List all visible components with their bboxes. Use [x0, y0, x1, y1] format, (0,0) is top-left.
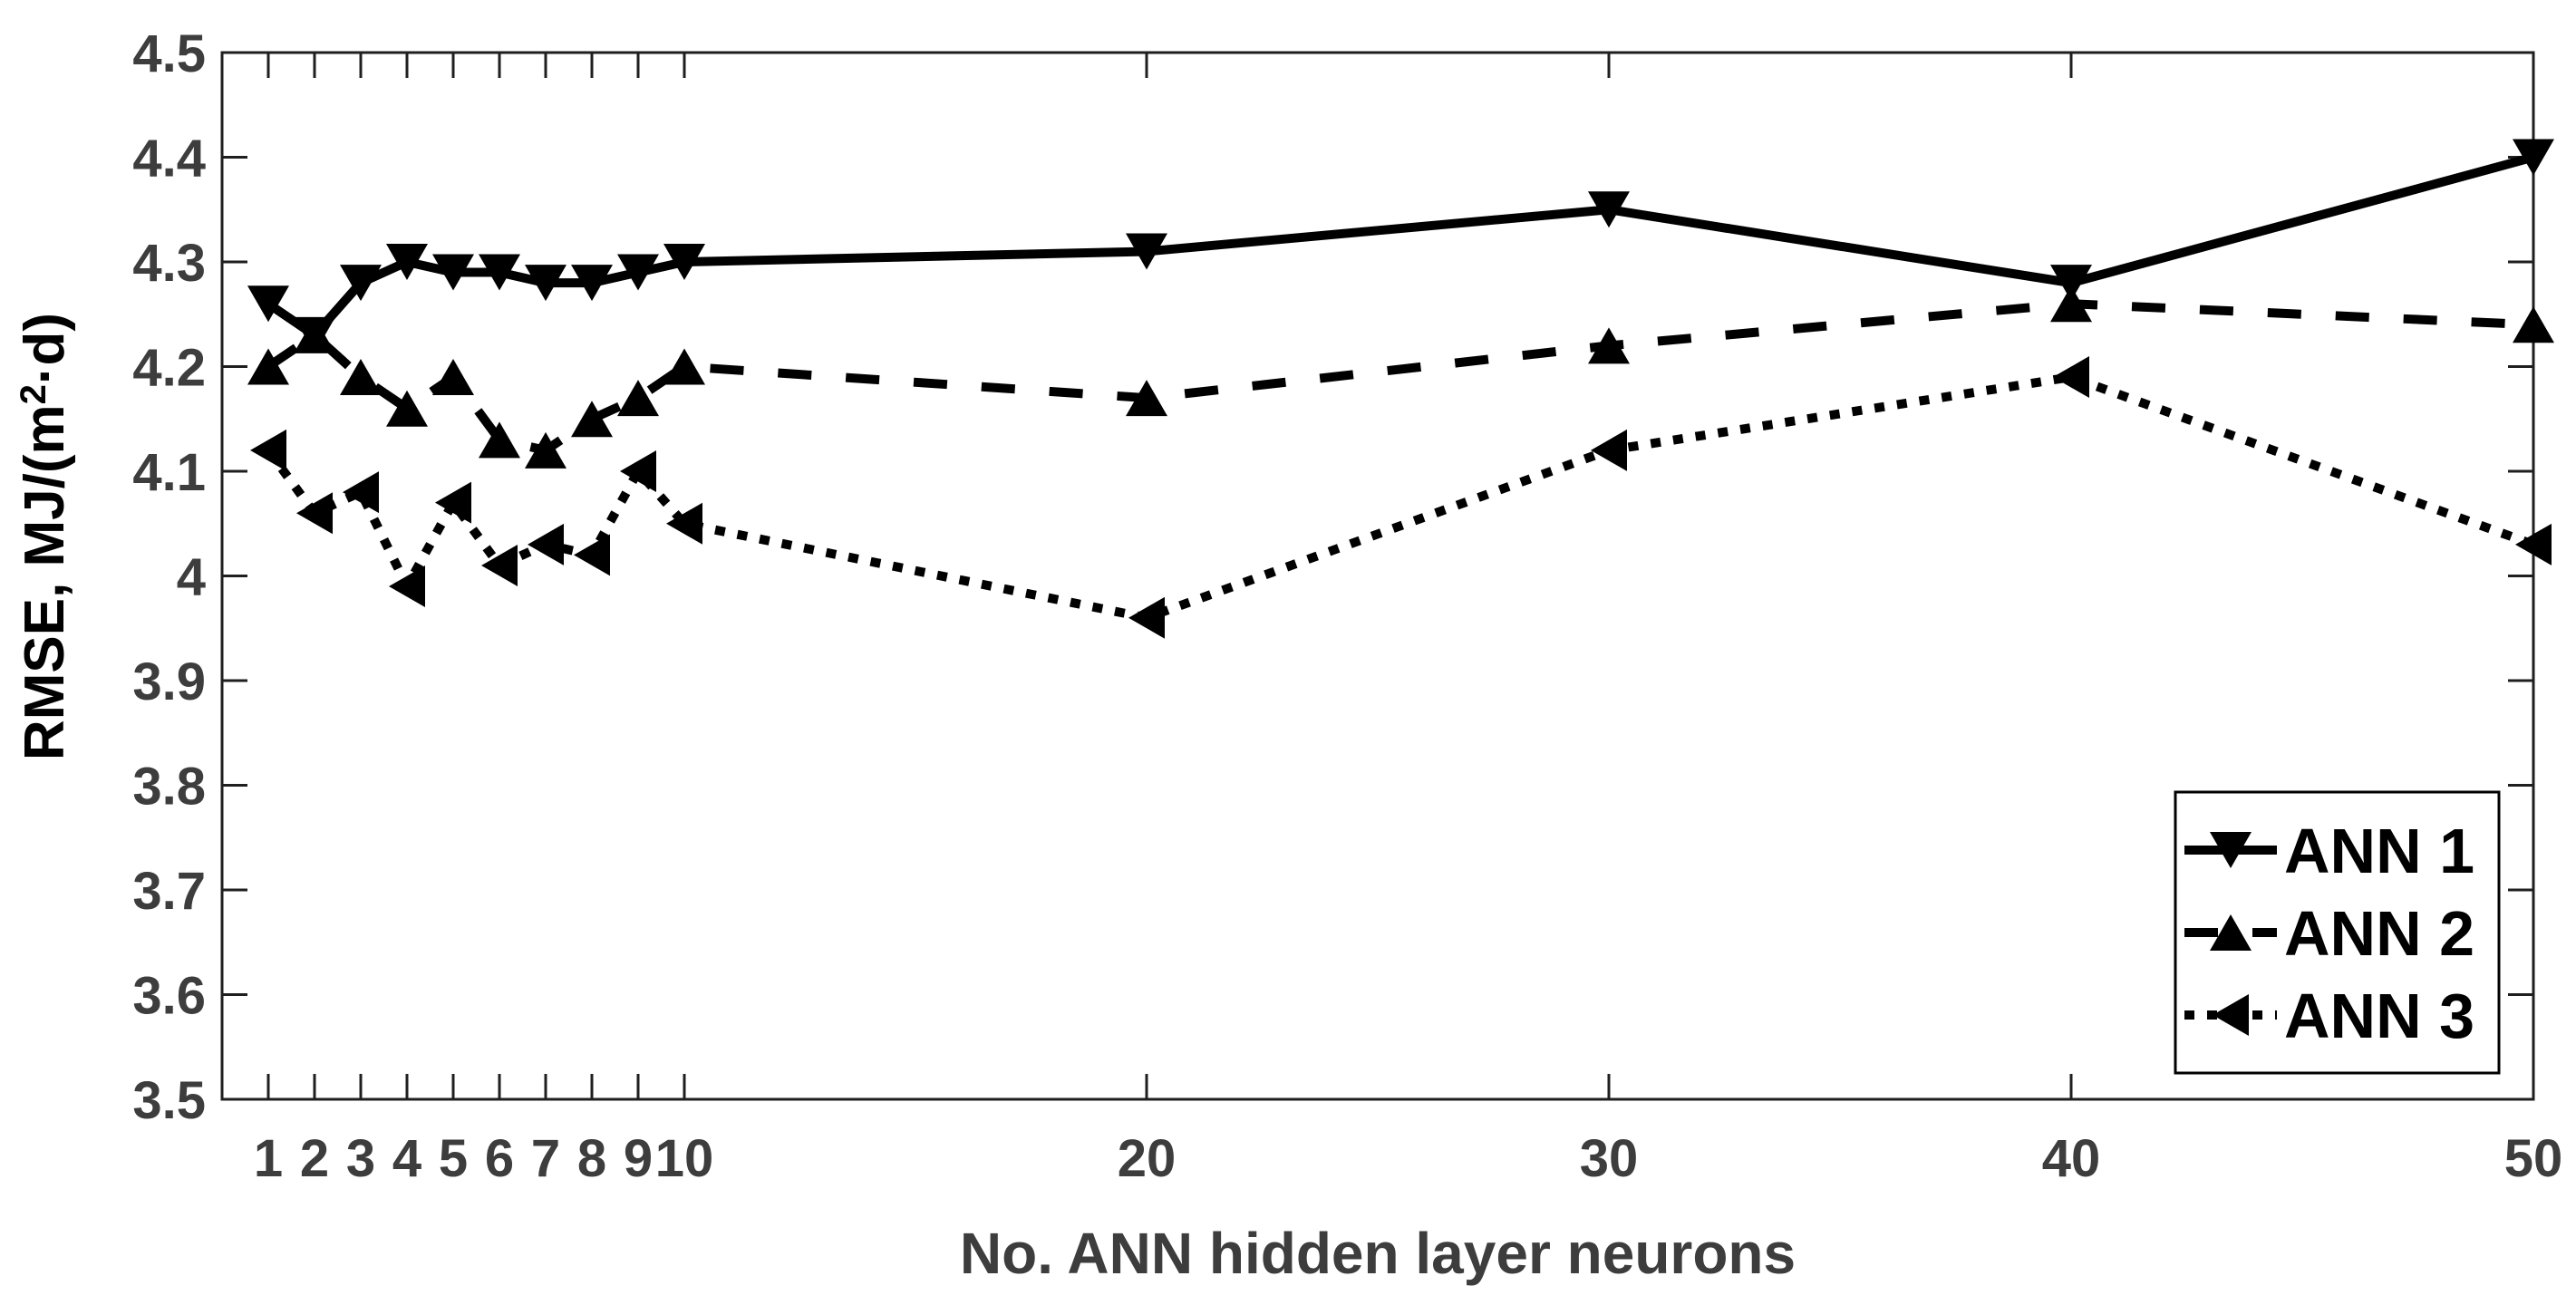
marker-triangle-left-ann-3 — [620, 450, 656, 492]
x-tick-label: 6 — [485, 1129, 514, 1188]
marker-triangle-left-ann-3 — [389, 566, 425, 608]
marker-triangle-down-ann-1 — [1126, 233, 1167, 270]
x-tick-label: 4 — [392, 1129, 421, 1188]
marker-triangle-left-ann-3 — [296, 492, 333, 535]
marker-triangle-up-ann-2 — [2513, 306, 2554, 343]
marker-triangle-down-ann-1 — [386, 244, 428, 280]
marker-triangle-down-ann-1 — [1588, 191, 1630, 228]
marker-triangle-down-ann-1 — [479, 254, 520, 291]
marker-triangle-up-ann-2 — [340, 359, 382, 396]
marker-triangle-left-ann-3 — [528, 523, 564, 566]
marker-triangle-up-ann-2 — [1126, 380, 1167, 417]
y-tick-label: 4.3 — [132, 234, 206, 293]
legend-label-3: ANN 3 — [2284, 981, 2474, 1051]
marker-triangle-up-ann-2 — [386, 390, 428, 427]
marker-triangle-down-ann-1 — [663, 244, 705, 280]
x-tick-label: 50 — [2504, 1129, 2563, 1188]
x-tick-label: 7 — [531, 1129, 560, 1188]
x-axis-label: No. ANN hidden layer neurons — [960, 1221, 1796, 1286]
series-line-ann-2 — [266, 299, 2534, 456]
marker-triangle-left-ann-3 — [1128, 596, 1165, 639]
marker-triangle-left-ann-3 — [2053, 356, 2089, 399]
x-tick-label: 30 — [1580, 1129, 1639, 1188]
y-tick-label: 4.1 — [132, 443, 206, 502]
marker-triangle-left-ann-3 — [666, 502, 702, 545]
x-tick-label: 9 — [624, 1129, 653, 1188]
marker-triangle-left-ann-3 — [343, 471, 379, 514]
marker-triangle-up-ann-2 — [663, 348, 705, 385]
x-tick-label: 40 — [2042, 1129, 2101, 1188]
y-tick-label: 3.9 — [132, 652, 206, 711]
marker-triangle-down-ann-1 — [2513, 139, 2554, 176]
legend-sample-marker-3 — [2213, 994, 2249, 1036]
y-axis-label: RMSE, MJ/(m2·d) — [14, 313, 76, 760]
x-tick-label: 5 — [439, 1129, 468, 1188]
y-tick-label: 4.2 — [132, 338, 206, 397]
y-tick-label: 4 — [177, 547, 206, 606]
marker-triangle-left-ann-3 — [481, 544, 518, 586]
marker-triangle-left-ann-3 — [250, 429, 286, 471]
y-tick-label: 3.6 — [132, 966, 206, 1025]
marker-triangle-down-ann-1 — [432, 254, 474, 291]
y-tick-label: 3.7 — [132, 862, 206, 921]
marker-triangle-up-ann-2 — [617, 380, 659, 417]
legend-sample-marker-2 — [2210, 914, 2252, 951]
marker-triangle-up-ann-2 — [247, 348, 289, 385]
marker-triangle-down-ann-1 — [571, 265, 613, 302]
y-tick-label: 4.5 — [132, 24, 206, 83]
marker-triangle-left-ann-3 — [435, 481, 471, 524]
marker-triangle-down-ann-1 — [617, 254, 659, 291]
series-line-ann-3 — [264, 372, 2535, 623]
x-tick-label: 8 — [577, 1129, 606, 1188]
marker-triangle-down-ann-1 — [525, 265, 567, 302]
x-tick-label: 2 — [300, 1129, 329, 1188]
marker-triangle-left-ann-3 — [574, 534, 610, 576]
legend-label-2: ANN 2 — [2284, 898, 2474, 969]
y-tick-label: 3.5 — [132, 1071, 206, 1130]
marker-triangle-left-ann-3 — [1591, 429, 1627, 471]
y-tick-label: 3.8 — [132, 757, 206, 816]
y-tick-label: 4.4 — [132, 129, 206, 188]
marker-triangle-down-ann-1 — [340, 265, 382, 302]
marker-triangle-up-ann-2 — [2050, 285, 2092, 323]
legend-sample-marker-1 — [2210, 832, 2252, 868]
x-tick-label: 1 — [254, 1129, 283, 1188]
x-tick-label: 10 — [655, 1129, 714, 1188]
marker-triangle-down-ann-1 — [247, 285, 289, 323]
marker-triangle-left-ann-3 — [2515, 523, 2552, 566]
x-tick-label: 3 — [346, 1129, 375, 1188]
marker-triangle-up-ann-2 — [479, 421, 520, 459]
marker-triangle-down-ann-1 — [2050, 265, 2092, 302]
marker-triangle-up-ann-2 — [1588, 327, 1630, 364]
x-tick-label: 20 — [1118, 1129, 1177, 1188]
marker-triangle-up-ann-2 — [294, 316, 335, 353]
marker-triangle-up-ann-2 — [432, 359, 474, 396]
marker-triangle-up-ann-2 — [525, 431, 567, 469]
marker-triangle-up-ann-2 — [571, 401, 613, 438]
legend-label-1: ANN 1 — [2284, 816, 2474, 886]
